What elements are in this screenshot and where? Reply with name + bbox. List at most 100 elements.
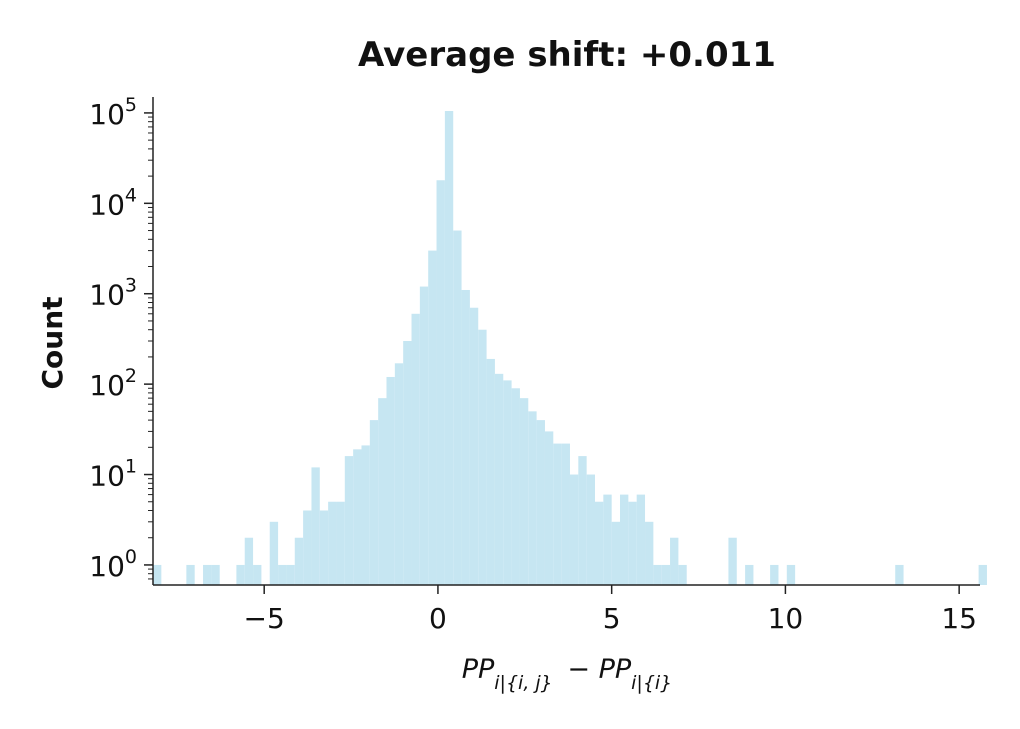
histogram-bar-42: [561, 443, 570, 585]
y-tick-label-1: 101: [89, 456, 137, 493]
y-tick-label-exponent-5: 5: [125, 94, 137, 116]
histogram-bar-15: [336, 501, 345, 585]
x-axis-label-sub-1: i|{i, j}: [494, 672, 553, 694]
histogram-bar-50: [628, 501, 637, 585]
chart-title: Average shift: +0.011: [358, 35, 776, 75]
histogram-bar-20: [378, 398, 387, 585]
histogram-bar-51: [636, 494, 646, 585]
histogram-bar-61: [895, 564, 904, 585]
x-tick-label-1: 0: [429, 602, 447, 635]
histogram-bar-47: [603, 494, 612, 585]
histogram-bar-9: [286, 564, 295, 585]
histogram-bar-25: [419, 286, 429, 585]
x-tick-label-4: 15: [941, 602, 977, 635]
histogram-bar-2: [203, 564, 212, 585]
histogram-bar-39: [536, 420, 545, 585]
histogram-bar-57: [728, 537, 737, 585]
histogram-bar-18: [361, 445, 370, 585]
histogram-bar-38: [528, 411, 537, 585]
x-axis-tick-labels: −5 0 5 10 15: [244, 602, 977, 635]
histogram-bar-40: [544, 431, 554, 585]
y-tick-label-3: 103: [89, 275, 137, 312]
y-tick-label-exponent-0: 0: [125, 546, 137, 568]
histogram-bar-29: [453, 230, 462, 586]
histogram-bar-54: [661, 564, 671, 585]
y-axis-label: Count: [36, 296, 69, 389]
histogram-bar-36: [511, 388, 520, 585]
histogram-bar-45: [586, 474, 595, 585]
y-tick-label-exponent-4: 4: [125, 184, 137, 206]
y-tick-label-base-5: 10: [89, 98, 125, 131]
histogram-bar-53: [653, 564, 662, 585]
y-tick-label-2: 102: [89, 365, 137, 402]
histogram-bar-24: [411, 313, 420, 585]
histogram-bar-49: [620, 494, 629, 585]
y-tick-label-base-1: 10: [89, 460, 125, 493]
y-tick-label-base-3: 10: [89, 279, 125, 312]
y-tick-label-exponent-2: 2: [125, 365, 137, 387]
y-tick-label-5: 105: [89, 94, 137, 131]
y-tick-label-base-2: 10: [89, 369, 125, 402]
x-axis-ticks: [263, 585, 960, 594]
y-tick-label-exponent-1: 1: [125, 456, 137, 478]
y-tick-label-exponent-3: 3: [125, 275, 137, 297]
x-tick-label-2: 5: [603, 602, 621, 635]
histogram-bar-4: [236, 564, 245, 585]
histogram-bar-37: [519, 398, 529, 585]
x-axis-label-minus: −: [559, 654, 599, 685]
histogram-bar-28: [444, 111, 454, 585]
histogram-bar-34: [494, 373, 504, 585]
x-tick-label-3: 10: [768, 602, 804, 635]
y-axis-ticks: [144, 112, 153, 580]
x-axis-label-term-1: PP: [462, 654, 495, 685]
histogram-bar-60: [786, 564, 796, 585]
y-tick-label-4: 104: [89, 184, 137, 221]
histogram-bar-14: [328, 501, 337, 585]
histogram-bar-41: [553, 443, 562, 585]
histogram-bar-11: [303, 510, 312, 585]
histogram-bar-8: [278, 564, 287, 585]
histogram-bar-55: [670, 537, 679, 585]
histogram-bar-27: [436, 180, 445, 585]
histogram-bar-10: [294, 537, 304, 585]
histogram-bar-22: [394, 363, 404, 585]
histogram-bar-12: [311, 467, 320, 585]
histogram-bar-43: [569, 474, 579, 585]
histogram-bar-0: [153, 564, 162, 585]
histogram-bar-21: [386, 376, 395, 585]
histogram-bar-1: [186, 564, 195, 585]
histogram-bar-56: [678, 564, 687, 585]
y-tick-label-base-4: 10: [89, 188, 125, 221]
histogram-bar-48: [611, 521, 621, 585]
histogram-bar-13: [319, 510, 329, 585]
histogram-bar-17: [353, 449, 362, 585]
histogram-bar-5: [244, 537, 254, 585]
histogram-bar-6: [253, 564, 262, 585]
histogram-bar-59: [770, 564, 779, 585]
y-tick-label-0: 100: [89, 546, 137, 583]
y-tick-label-base-0: 10: [89, 550, 125, 583]
histogram-bar-32: [478, 329, 487, 585]
histogram-bar-31: [469, 307, 479, 585]
histogram-bar-26: [428, 250, 437, 585]
histogram-bar-44: [578, 456, 587, 585]
histogram-bar-16: [344, 456, 354, 585]
histogram-bar-19: [369, 420, 379, 585]
histogram-bar-7: [269, 521, 279, 585]
x-tick-label-0: −5: [244, 602, 285, 635]
x-axis-label-term-2: PP: [599, 654, 632, 685]
histogram-bar-46: [594, 501, 604, 585]
x-axis-label: PPi|{i, j} − PPi|{i}: [462, 654, 673, 694]
histogram-bar-3: [211, 564, 220, 585]
x-axis-label-sub-2: i|{i}: [631, 672, 672, 694]
histogram-bars: [153, 111, 987, 586]
histogram-bar-58: [745, 564, 754, 585]
histogram-bar-30: [461, 289, 470, 585]
histogram-bar-35: [503, 380, 512, 585]
histogram-bar-33: [486, 358, 495, 585]
histogram-bar-23: [403, 341, 412, 585]
histogram-bar-52: [645, 521, 654, 585]
histogram-bar-62: [978, 564, 987, 585]
